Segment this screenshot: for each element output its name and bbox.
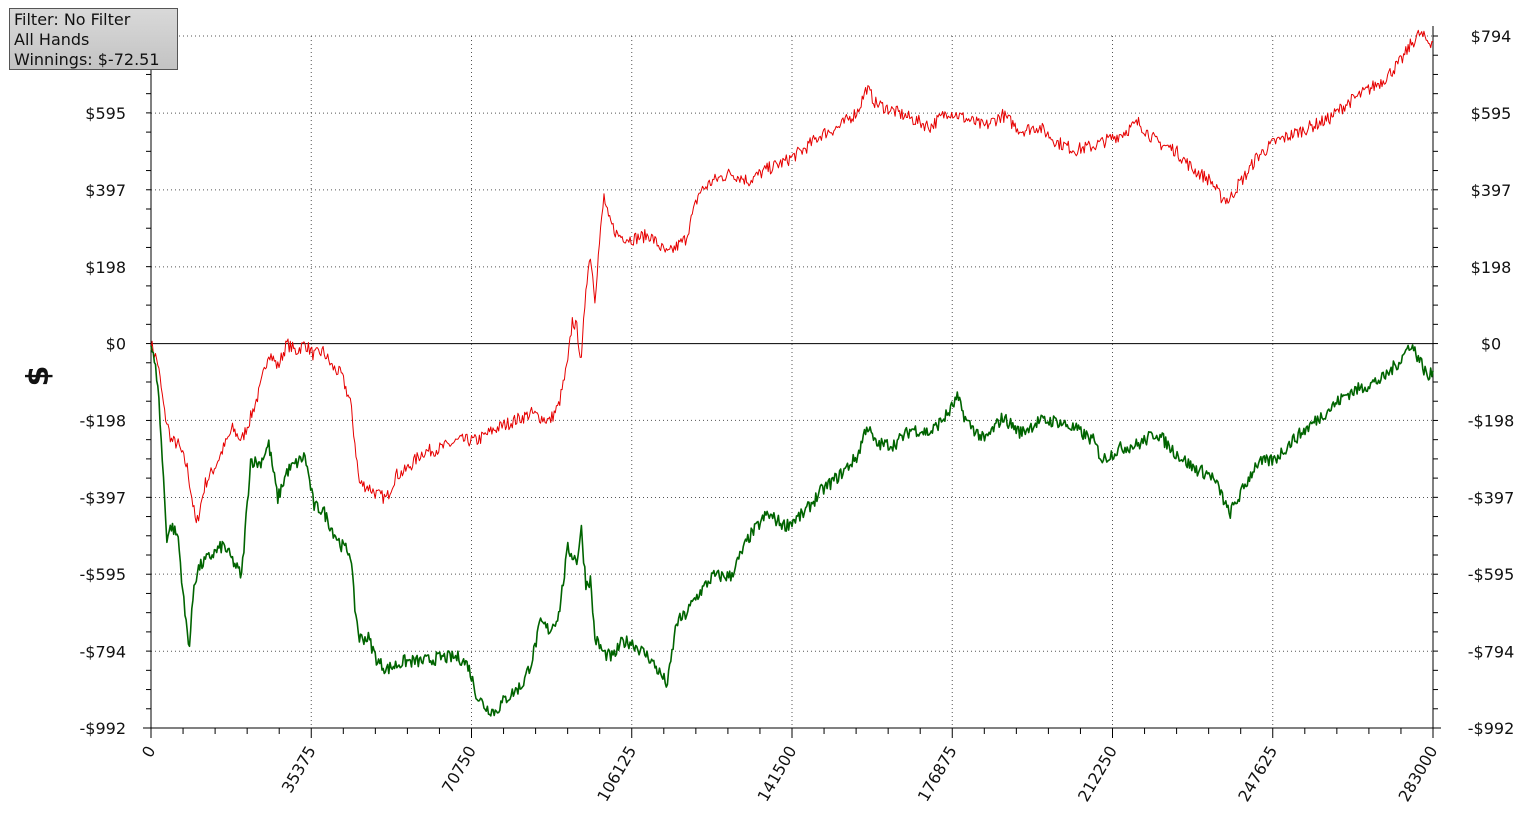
y-tick-label-right: -$992	[1468, 719, 1515, 738]
y-tick-label-right: $397	[1471, 181, 1512, 200]
y-tick-label-right: -$397	[1468, 488, 1515, 507]
x-tick-label: 106125	[593, 743, 640, 805]
y-axis-label: $	[21, 366, 56, 387]
y-tick-label-left: -$198	[80, 411, 127, 430]
y-tick-label-right: -$198	[1468, 411, 1515, 430]
y-tick-label-left: $0	[106, 335, 126, 354]
y-tick-label-left: -$397	[80, 488, 127, 507]
info-box: Filter: No Filter All Hands Winnings: $-…	[9, 8, 178, 70]
grid-lines	[150, 35, 1434, 729]
hands-text: All Hands	[14, 30, 90, 49]
axes	[143, 26, 1441, 738]
x-tick-label: 35375	[278, 743, 320, 797]
y-tick-label-left: -$595	[80, 565, 127, 584]
x-tick-label: 212250	[1074, 743, 1121, 805]
series-layer	[150, 29, 1434, 717]
y-tick-label-right: -$794	[1468, 642, 1515, 661]
green-series-line	[150, 344, 1434, 717]
x-tick-label: 176875	[914, 743, 961, 805]
y-tick-label-right: $0	[1481, 335, 1501, 354]
x-tick-label: 70750	[438, 743, 480, 797]
y-tick-label-left: -$992	[80, 719, 127, 738]
x-tick-label: 283000	[1394, 743, 1441, 805]
filter-text: Filter: No Filter	[14, 10, 131, 29]
y-tick-label-left: $198	[85, 258, 126, 277]
y-tick-label-right: $198	[1471, 258, 1512, 277]
y-tick-label-right: -$595	[1468, 565, 1515, 584]
y-tick-label-left: $595	[85, 104, 126, 123]
x-tick-label: 247625	[1234, 743, 1281, 805]
red-series-line	[150, 29, 1434, 524]
tick-labels: $794$794$595$595$397$397$198$198$0$0-$19…	[80, 27, 1515, 805]
x-tick-label: 0	[138, 743, 160, 761]
y-tick-label-right: $794	[1471, 27, 1512, 46]
y-tick-label-left: $397	[85, 181, 126, 200]
winnings-text: Winnings: $-72.51	[14, 50, 160, 69]
y-tick-label-right: $595	[1471, 104, 1512, 123]
x-tick-label: 141500	[753, 743, 800, 805]
y-tick-label-left: -$794	[80, 642, 127, 661]
